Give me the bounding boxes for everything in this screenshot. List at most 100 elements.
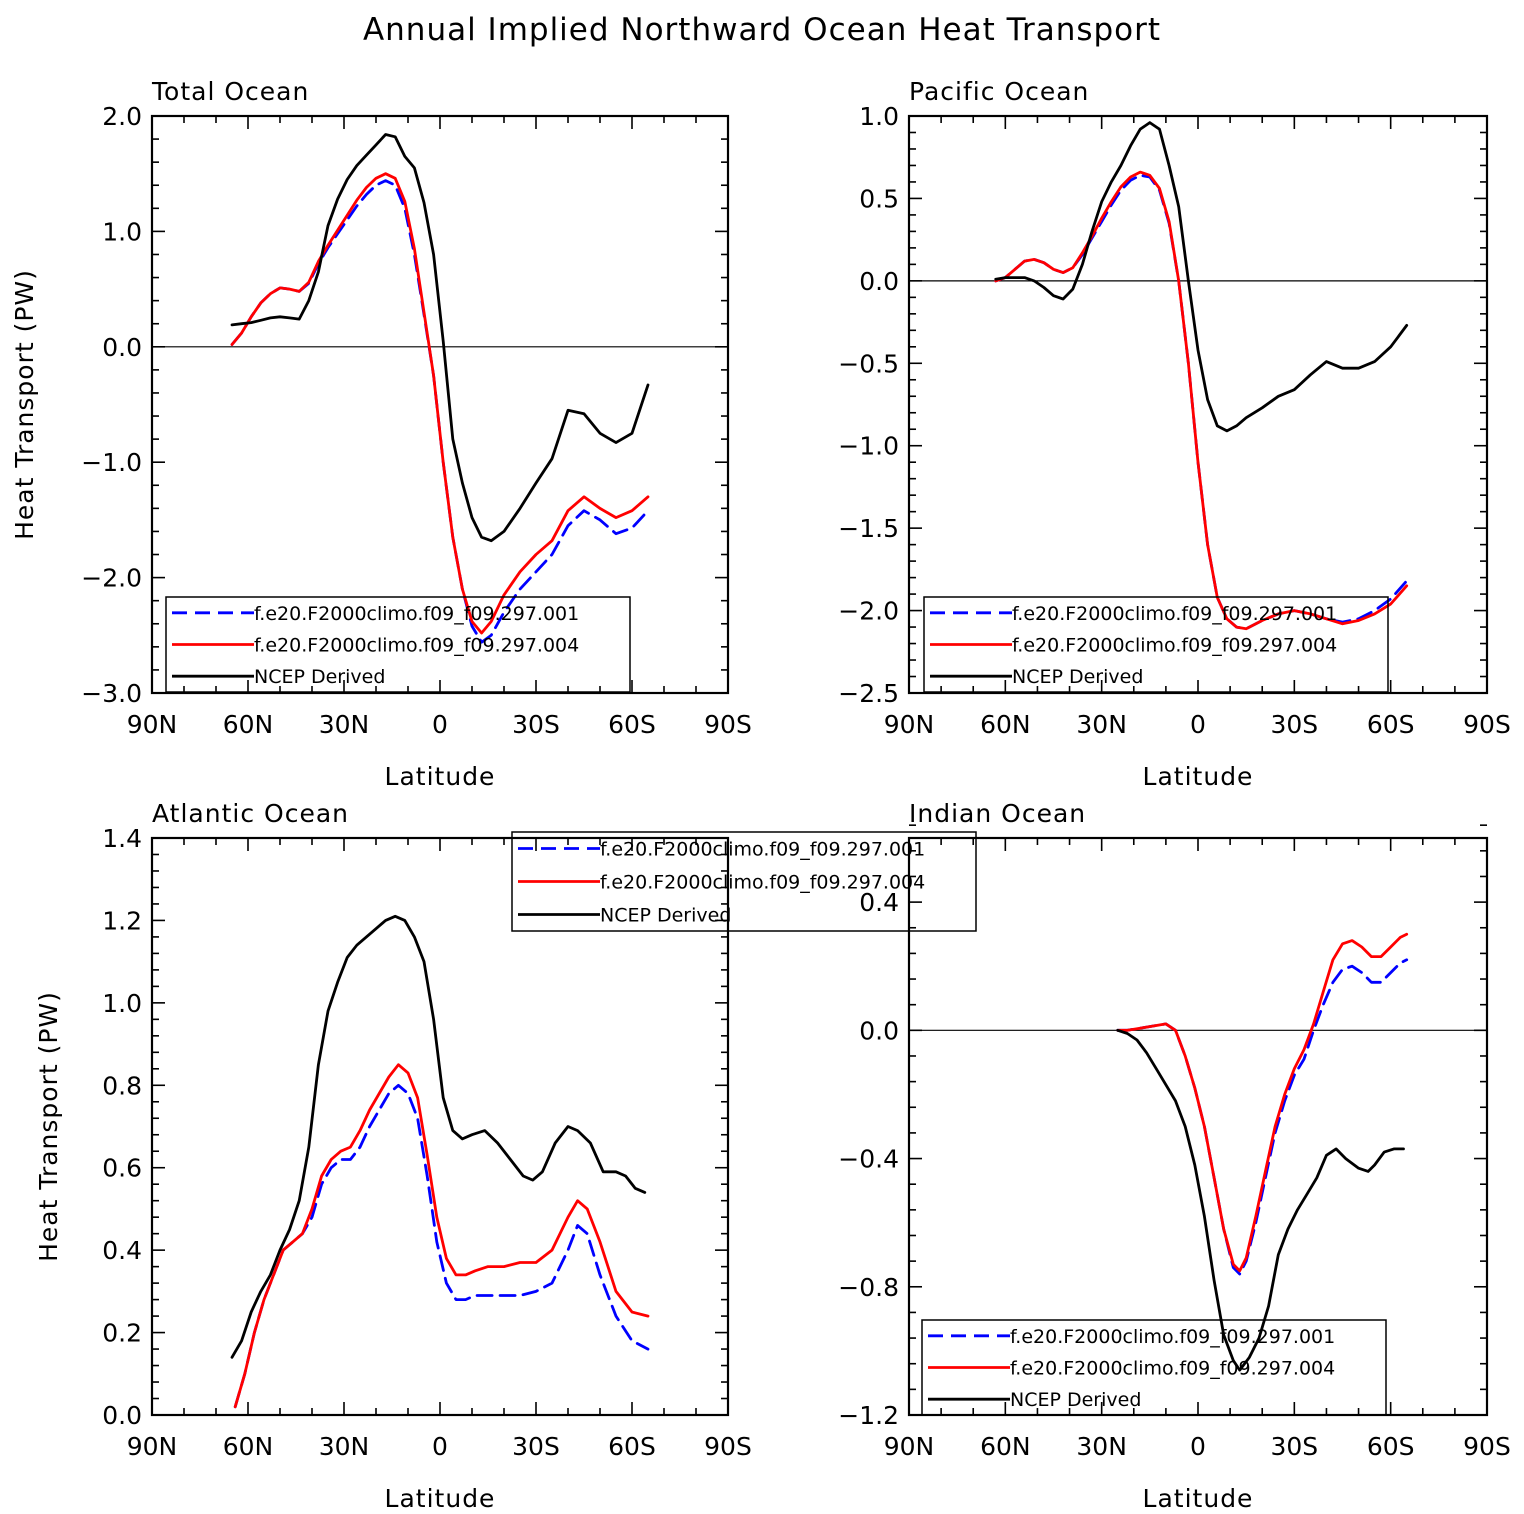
x-tick-label: 30S [512, 710, 560, 739]
legend-box [923, 596, 1389, 693]
x-axis-label: Latitude [1143, 1484, 1254, 1513]
series-line-2 [230, 172, 650, 635]
y-tick-label: −2.5 [838, 679, 899, 708]
x-tick-label: 0 [1190, 710, 1206, 739]
x-tick-label: 30S [1270, 1432, 1318, 1461]
x-tick-label: 30S [1270, 710, 1318, 739]
x-tick-label: 30N [1076, 710, 1127, 739]
y-tick-label: 0.0 [859, 1016, 899, 1045]
y-tick-label: 0.4 [859, 888, 899, 917]
y-tick-label: 2.0 [102, 102, 142, 131]
x-tick-label: 60S [608, 710, 656, 739]
figure-title: Annual Implied Northward Ocean Heat Tran… [362, 12, 1162, 48]
series-line-3 [1116, 1028, 1405, 1372]
x-tick-label: 0 [432, 1432, 448, 1461]
x-tick-label: 60N [223, 710, 274, 739]
series-line-3 [230, 914, 647, 1359]
x-tick-label: 90N [127, 710, 178, 739]
y-axis-label: Heat Transport (PW) [34, 991, 63, 1262]
y-tick-label: 1.2 [102, 906, 142, 935]
y-tick-label: 1.0 [102, 217, 142, 246]
y-tick-label: 0.0 [859, 267, 899, 296]
legend-label: f.e20.F2000climo.f09_f09.297.001 [254, 603, 579, 625]
series-line-1 [233, 1083, 650, 1409]
x-tick-label: 30N [1076, 1432, 1127, 1461]
y-tick-label: 0.2 [102, 1319, 142, 1348]
x-axis-label: Latitude [385, 762, 496, 791]
x-tick-label: 90S [704, 710, 752, 739]
x-tick-label: 90S [1463, 710, 1511, 739]
y-tick-label: −0.8 [838, 1273, 899, 1302]
y-tick-label: −1.2 [838, 1401, 899, 1430]
series-line-2 [1116, 932, 1409, 1273]
legend-box [921, 1319, 1387, 1416]
x-tick-label: 30N [319, 710, 370, 739]
y-tick-label: −1.0 [81, 448, 142, 477]
y-tick-label: 1.0 [102, 989, 142, 1018]
legend-label: f.e20.F2000climo.f09_f09.297.004 [1010, 1358, 1335, 1380]
legend-box [511, 831, 977, 932]
series-line-1 [230, 179, 650, 644]
y-tick-label: −1.0 [838, 432, 899, 461]
x-tick-label: 30N [319, 1432, 370, 1461]
y-tick-label: −2.0 [81, 564, 142, 593]
legend-label: NCEP Derived [254, 666, 385, 688]
legend-label: NCEP Derived [1012, 666, 1143, 688]
chart-panel-4: 90N 60N 30N 0 30S 60S 90S −1.2 −0.8 −0.4 0.0 0.4 Ind… [838, 799, 1511, 1513]
chart-panel-3: 90N 60N 30N 0 30S 60S 90S 0.0 0.2 0.4 0.6 0.8 1.0 1.2… [34, 799, 977, 1513]
x-tick-label: 90N [884, 710, 935, 739]
legend-label: f.e20.F2000climo.f09_f09.297.001 [1010, 1326, 1335, 1348]
legend-box [165, 596, 631, 693]
series-line-2 [233, 1063, 650, 1409]
y-tick-label: −0.4 [838, 1145, 899, 1174]
y-tick-label: 0.0 [102, 1401, 142, 1430]
legend: f.e20.F2000climo.f09_f09.297.001 f.e20.F2… [923, 596, 1389, 693]
x-tick-label: 60N [223, 1432, 274, 1461]
series-line-2 [994, 170, 1409, 631]
y-tick-label: 0.6 [102, 1154, 142, 1183]
legend: f.e20.F2000climo.f09_f09.297.001 f.e20.F2… [511, 831, 977, 932]
y-axis-label: Heat Transport (PW) [10, 269, 39, 540]
chart-panel-1: 90N 60N 30N 0 30S 60S 90S −3.0 −2.0 −1.0 0.0 1.0 2.0… [10, 77, 752, 791]
y-tick-label: −1.5 [838, 514, 899, 543]
legend-label: f.e20.F2000climo.f09_f09.297.004 [600, 872, 925, 894]
series-line-3 [230, 133, 650, 543]
legend: f.e20.F2000climo.f09_f09.297.001 f.e20.F2… [165, 596, 631, 693]
x-tick-label: 60S [1367, 1432, 1415, 1461]
x-axis-label: Latitude [385, 1484, 496, 1513]
legend-label: NCEP Derived [600, 905, 731, 927]
x-tick-label: 90S [704, 1432, 752, 1461]
panel-title: Atlantic Ocean [152, 799, 349, 828]
x-tick-label: 60S [608, 1432, 656, 1461]
chart-panel-2: 90N 60N 30N 0 30S 60S 90S −2.5 −2.0 −1.5 −1.0 −0.5 0… [838, 77, 1511, 791]
x-tick-label: 0 [1190, 1432, 1206, 1461]
legend-label: f.e20.F2000climo.f09_f09.297.001 [600, 839, 925, 861]
legend-label: f.e20.F2000climo.f09_f09.297.004 [254, 635, 579, 657]
panel-title: Indian Ocean [909, 799, 1086, 828]
x-tick-label: 90N [127, 1432, 178, 1461]
panel-title: Pacific Ocean [909, 77, 1089, 106]
y-tick-label: 1.0 [859, 102, 899, 131]
y-tick-label: 0.5 [859, 184, 899, 213]
x-tick-label: 60N [980, 710, 1031, 739]
y-tick-label: −3.0 [81, 679, 142, 708]
y-tick-label: −2.0 [838, 597, 899, 626]
legend-label: f.e20.F2000climo.f09_f09.297.001 [1012, 603, 1337, 625]
legend-label: NCEP Derived [1010, 1389, 1141, 1411]
y-tick-label: 1.4 [102, 824, 142, 853]
x-tick-label: 0 [432, 710, 448, 739]
x-axis-label: Latitude [1143, 762, 1254, 791]
x-tick-label: 90S [1463, 1432, 1511, 1461]
series-line-1 [1116, 958, 1409, 1276]
series-line-1 [994, 173, 1409, 631]
x-tick-label: 60N [980, 1432, 1031, 1461]
x-tick-label: 60S [1367, 710, 1415, 739]
y-tick-label: 0.4 [102, 1236, 142, 1265]
series-line-3 [994, 121, 1409, 433]
x-tick-label: 90N [884, 1432, 935, 1461]
y-tick-label: 0.0 [102, 333, 142, 362]
legend: f.e20.F2000climo.f09_f09.297.001 f.e20.F2… [921, 1319, 1387, 1416]
legend-label: f.e20.F2000climo.f09_f09.297.004 [1012, 635, 1337, 657]
y-tick-label: 0.8 [102, 1071, 142, 1100]
